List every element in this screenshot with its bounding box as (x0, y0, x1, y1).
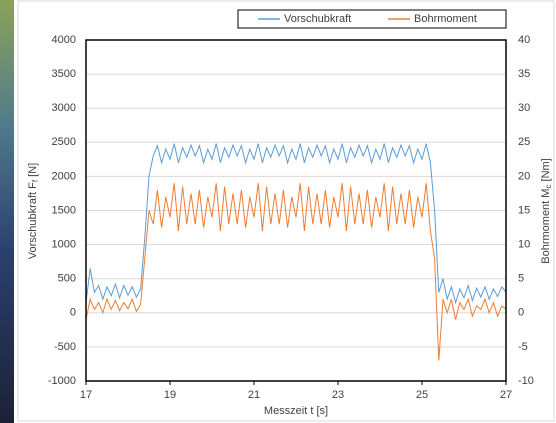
legend-label: Bohrmoment (414, 13, 477, 25)
y2-tick-label: 10 (518, 239, 530, 251)
y2-tick-label: 35 (518, 68, 530, 80)
y-tick-label: 2000 (52, 170, 76, 182)
y-tick-label: -1000 (48, 375, 76, 387)
y2-tick-label: -10 (518, 375, 534, 387)
y-tick-label: 0 (70, 307, 76, 319)
y-axis-title-main: Vorschubkraft F (27, 182, 39, 259)
x-tick-label: 21 (248, 389, 260, 401)
plot-area-frame (85, 39, 507, 382)
x-tick-label: 23 (332, 389, 344, 401)
y2-tick-label: 30 (518, 102, 530, 114)
background-image-strip (0, 0, 14, 423)
y-tick-label: -500 (54, 341, 76, 353)
y2-axis-title-sub: c (544, 185, 553, 189)
y2-tick-label: 40 (518, 34, 530, 46)
x-tick-label: 27 (500, 389, 512, 401)
y2-tick-label: 0 (518, 307, 524, 319)
x-axis-title: Messzeit t [s] (264, 405, 328, 417)
x-tick-label: 19 (164, 389, 176, 401)
legend-box (237, 9, 507, 29)
y-tick-label: 3000 (52, 102, 76, 114)
series-line (85, 143, 507, 305)
legend-label: Vorschubkraft (284, 13, 351, 25)
y-tick-label: 3500 (52, 68, 76, 80)
series-line (85, 183, 507, 361)
y-axis-title: Vorschubkraft Ff [N] (27, 163, 40, 259)
y-axis-title-unit: [N] (27, 163, 39, 180)
y2-axis-title-unit: [Nm] (540, 158, 552, 184)
y-axis-title-sub: f (31, 179, 40, 182)
y2-tick-label: -5 (518, 341, 528, 353)
y2-tick-label: 20 (518, 170, 530, 182)
y2-axis-title-main: Bohrmoment M (540, 189, 552, 264)
y-tick-label: 4000 (52, 34, 76, 46)
y2-axis-title: Bohrmoment Mc [Nm] (540, 158, 553, 263)
y2-tick-label: 25 (518, 136, 530, 148)
y2-tick-label: 15 (518, 204, 530, 216)
x-tick-label: 17 (80, 389, 92, 401)
y-tick-label: 2500 (52, 136, 76, 148)
y-tick-label: 1500 (52, 204, 76, 216)
y2-tick-label: 5 (518, 273, 524, 285)
x-tick-label: 25 (416, 389, 428, 401)
y-tick-label: 1000 (52, 239, 76, 251)
y-tick-label: 500 (58, 273, 76, 285)
